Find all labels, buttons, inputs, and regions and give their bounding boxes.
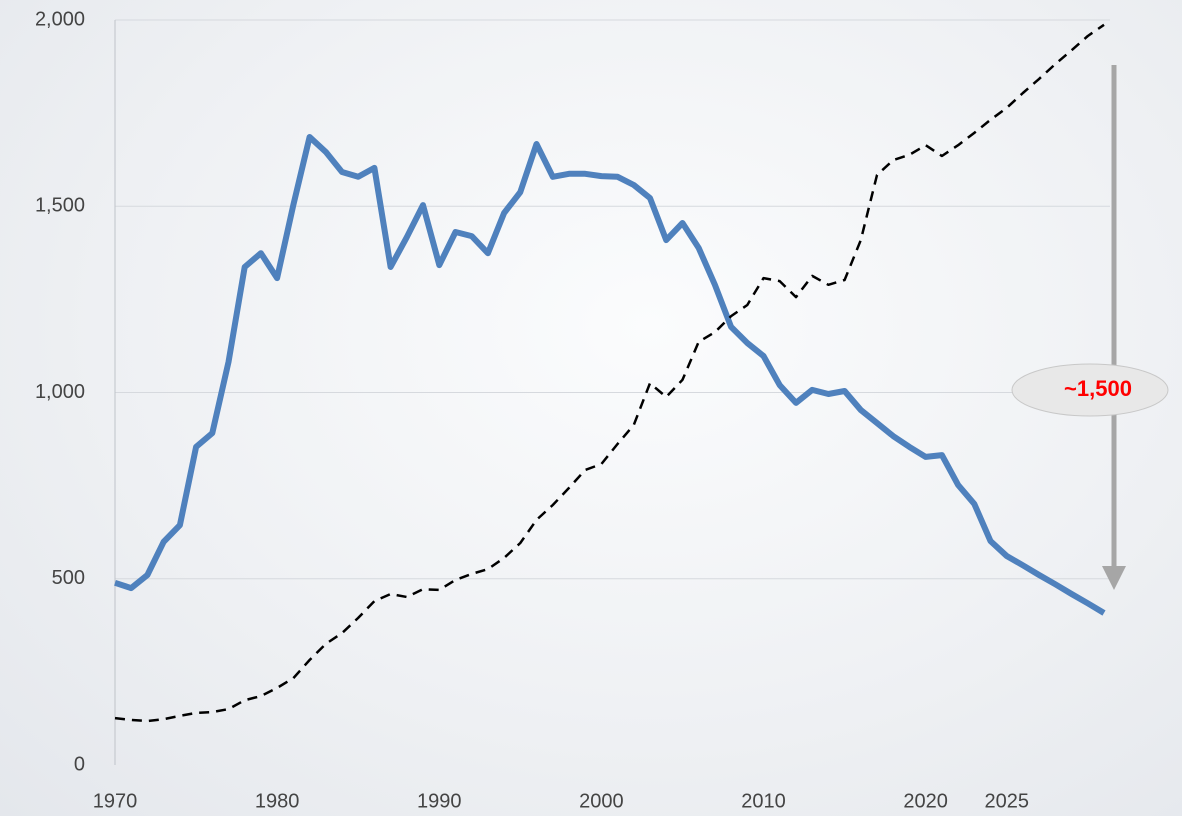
x-tick-label: 1980 [255, 790, 300, 812]
x-tick-label: 1970 [93, 790, 138, 812]
x-tick-label: 1990 [417, 790, 462, 812]
y-tick-label: 0 [74, 753, 85, 775]
series-line [114, 23, 1105, 723]
y-tick-label: 1,500 [35, 195, 85, 217]
annotation-label: ~1,500 [1064, 376, 1132, 401]
x-tick-label: 2020 [903, 790, 948, 812]
series-line [114, 134, 1106, 616]
y-tick-label: 500 [52, 567, 85, 589]
y-tick-label: 2,000 [35, 8, 85, 30]
x-tick-label: 2025 [984, 790, 1029, 812]
y-tick-label: 1,000 [35, 381, 85, 403]
x-tick-label: 2000 [579, 790, 624, 812]
annotation-arrowhead [1102, 566, 1126, 590]
x-tick-label: 2010 [741, 790, 786, 812]
annotation-bubble [1011, 363, 1169, 417]
